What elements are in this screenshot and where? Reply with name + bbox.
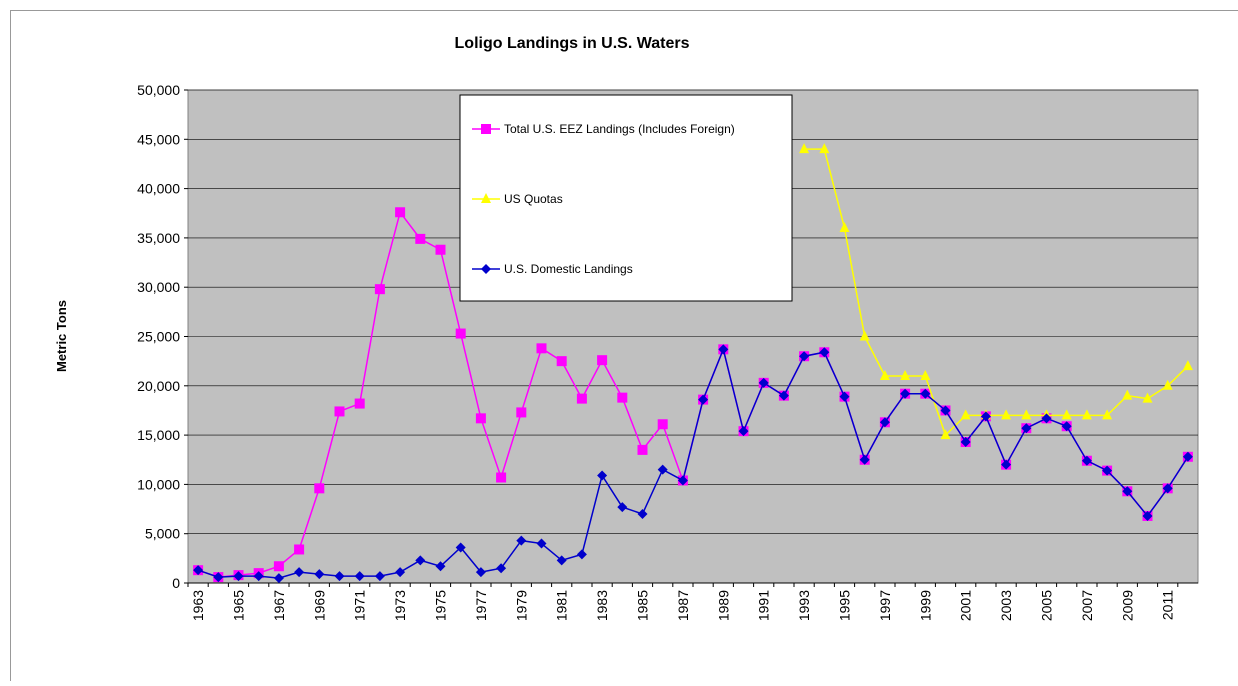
- x-tick-label: 1969: [311, 590, 327, 621]
- point-marker: [355, 399, 365, 409]
- x-tick-label: 2011: [1160, 590, 1176, 620]
- x-tick-label: 1971: [352, 590, 368, 621]
- point-marker: [395, 207, 405, 217]
- y-tick-label: 5,000: [145, 526, 180, 542]
- legend-label: U.S. Domestic Landings: [504, 262, 633, 276]
- x-tick-label: 1973: [392, 590, 408, 621]
- x-tick-label: 1983: [594, 590, 610, 621]
- x-tick-label: 1981: [554, 590, 570, 621]
- legend-label: US Quotas: [504, 192, 563, 206]
- x-tick-label: 2009: [1119, 590, 1135, 621]
- point-marker: [481, 124, 491, 134]
- y-tick-label: 20,000: [137, 378, 180, 394]
- x-tick-label: 1995: [837, 590, 853, 621]
- y-tick-label: 45,000: [137, 131, 180, 147]
- x-tick-label: 1987: [675, 590, 691, 621]
- y-tick-label: 40,000: [137, 181, 180, 197]
- point-marker: [557, 356, 567, 366]
- x-tick-label: 1999: [917, 590, 933, 621]
- x-tick-label: 1967: [271, 590, 287, 621]
- y-tick-label: 15,000: [137, 427, 180, 443]
- x-tick-label: 1979: [513, 590, 529, 621]
- point-marker: [456, 329, 466, 339]
- point-marker: [577, 394, 587, 404]
- point-marker: [516, 407, 526, 417]
- x-tick-label: 1993: [796, 590, 812, 621]
- x-tick-label: 1977: [473, 590, 489, 621]
- legend-label: Total U.S. EEZ Landings (Includes Foreig…: [504, 122, 735, 136]
- point-marker: [638, 445, 648, 455]
- x-tick-label: 1985: [635, 590, 651, 621]
- point-marker: [617, 393, 627, 403]
- y-tick-label: 10,000: [137, 476, 180, 492]
- x-tick-label: 1963: [190, 590, 206, 621]
- x-tick-label: 1997: [877, 590, 893, 621]
- x-tick-label: 1991: [756, 590, 772, 621]
- point-marker: [294, 544, 304, 554]
- y-tick-label: 25,000: [137, 329, 180, 345]
- point-marker: [274, 561, 284, 571]
- x-tick-label: 2003: [998, 590, 1014, 621]
- y-axis-label: Metric Tons: [54, 300, 69, 372]
- point-marker: [436, 245, 446, 255]
- y-tick-label: 35,000: [137, 230, 180, 246]
- x-tick-label: 2001: [958, 590, 974, 621]
- point-marker: [476, 413, 486, 423]
- y-tick-label: 50,000: [137, 82, 180, 98]
- point-marker: [415, 234, 425, 244]
- point-marker: [496, 472, 506, 482]
- point-marker: [375, 284, 385, 294]
- x-tick-label: 2005: [1039, 590, 1055, 621]
- point-marker: [597, 355, 607, 365]
- x-tick-label: 2007: [1079, 590, 1095, 621]
- x-tick-label: 1965: [231, 590, 247, 621]
- y-tick-label: 30,000: [137, 279, 180, 295]
- point-marker: [537, 343, 547, 353]
- y-tick-label: 0: [172, 575, 180, 591]
- point-marker: [314, 483, 324, 493]
- x-tick-label: 1975: [433, 590, 449, 621]
- x-tick-label: 1989: [715, 590, 731, 621]
- chart-title: Loligo Landings in U.S. Waters: [455, 35, 690, 52]
- point-marker: [335, 406, 345, 416]
- point-marker: [658, 419, 668, 429]
